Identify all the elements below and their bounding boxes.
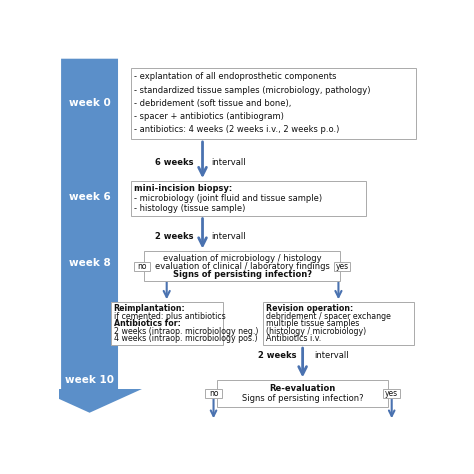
Text: 4 weeks (intraop. microbiology pos.): 4 weeks (intraop. microbiology pos.) (114, 334, 257, 343)
Text: yes: yes (385, 389, 398, 398)
Text: debridement / spacer exchange: debridement / spacer exchange (266, 311, 391, 320)
Text: (histology / microbiology): (histology / microbiology) (266, 327, 366, 336)
Text: week 10: week 10 (65, 375, 114, 385)
Text: no: no (209, 389, 219, 398)
FancyBboxPatch shape (131, 68, 416, 139)
Text: evaluation of clinical / laboratory findings: evaluation of clinical / laboratory find… (155, 262, 329, 271)
Text: 2 weeks: 2 weeks (155, 232, 193, 241)
FancyBboxPatch shape (131, 181, 366, 216)
Text: mini-incision biopsy:: mini-incision biopsy: (134, 184, 232, 193)
Text: if cemented: plus antibiotics: if cemented: plus antibiotics (114, 311, 225, 320)
Text: - antibiotics: 4 weeks (2 weeks i.v., 2 weeks p.o.): - antibiotics: 4 weeks (2 weeks i.v., 2 … (134, 125, 339, 134)
Text: Revision operation:: Revision operation: (266, 304, 353, 313)
FancyBboxPatch shape (217, 380, 388, 407)
FancyBboxPatch shape (205, 389, 222, 398)
Text: - debridement (soft tissue and bone),: - debridement (soft tissue and bone), (134, 99, 291, 108)
Text: no: no (137, 262, 146, 271)
Text: - explantation of all endoprosthetic components: - explantation of all endoprosthetic com… (134, 73, 337, 82)
FancyBboxPatch shape (134, 262, 150, 271)
Text: yes: yes (336, 262, 349, 271)
FancyBboxPatch shape (110, 302, 223, 345)
Polygon shape (37, 59, 142, 413)
Text: - microbiology (joint fluid and tissue sample): - microbiology (joint fluid and tissue s… (134, 194, 322, 203)
Text: Signs of persisting infection?: Signs of persisting infection? (242, 394, 364, 403)
Text: 2 weeks: 2 weeks (258, 351, 296, 360)
Text: - spacer + antibiotics (antibiogram): - spacer + antibiotics (antibiogram) (134, 112, 284, 121)
Text: 2 weeks (intraop. microbiology neg.): 2 weeks (intraop. microbiology neg.) (114, 327, 258, 336)
FancyBboxPatch shape (144, 251, 340, 282)
Text: - histology (tissue sample): - histology (tissue sample) (134, 204, 245, 213)
Text: Antibiotics i.v.: Antibiotics i.v. (266, 334, 321, 343)
Text: Reimplantation:: Reimplantation: (114, 304, 185, 313)
Text: - standardized tissue samples (microbiology, pathology): - standardized tissue samples (microbiol… (134, 86, 370, 95)
Text: intervall: intervall (212, 158, 246, 167)
FancyBboxPatch shape (334, 262, 350, 271)
Text: Signs of persisting infection?: Signs of persisting infection? (173, 270, 311, 279)
Text: intervall: intervall (315, 351, 349, 360)
Text: intervall: intervall (212, 232, 246, 241)
FancyBboxPatch shape (383, 389, 400, 398)
Text: week 8: week 8 (69, 258, 110, 268)
Text: week 0: week 0 (69, 98, 110, 108)
FancyBboxPatch shape (263, 302, 414, 345)
Text: evaluation of microbiology / histology: evaluation of microbiology / histology (163, 254, 321, 263)
Text: Antibiotics for:: Antibiotics for: (114, 319, 181, 328)
Text: multiple tissue samples: multiple tissue samples (266, 319, 359, 328)
Text: 6 weeks: 6 weeks (155, 158, 193, 167)
Text: week 6: week 6 (69, 192, 110, 202)
Text: Re-evaluation: Re-evaluation (270, 383, 336, 392)
